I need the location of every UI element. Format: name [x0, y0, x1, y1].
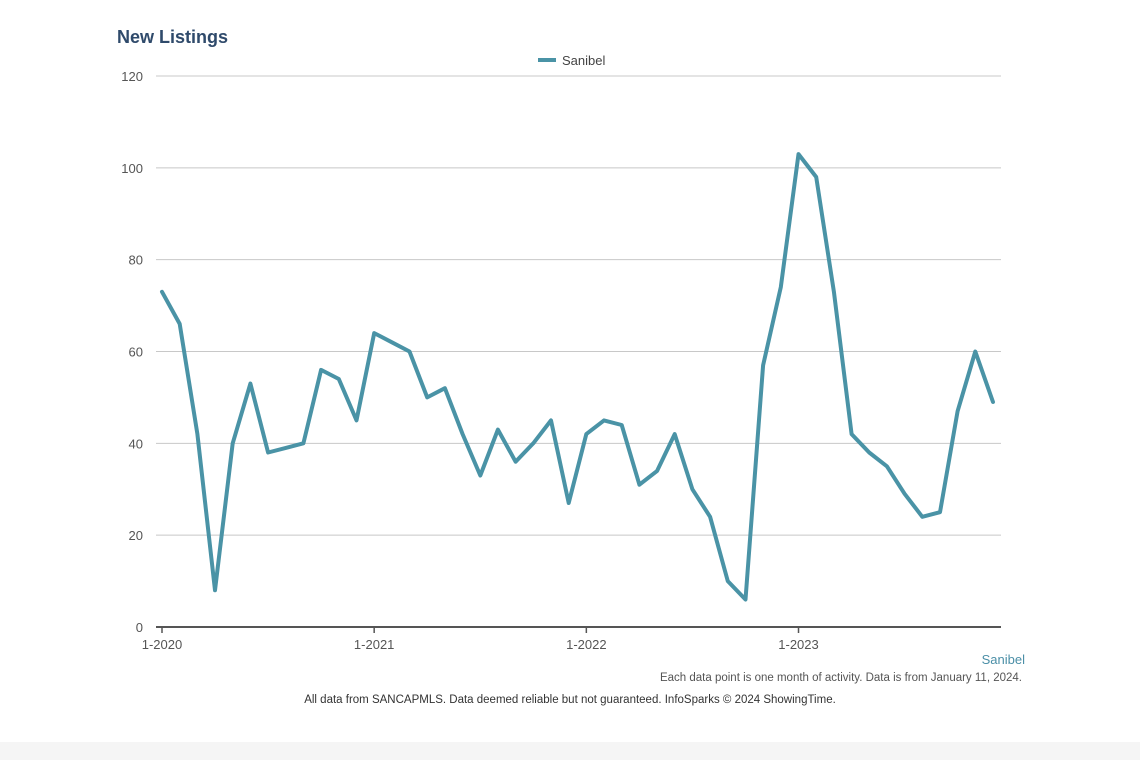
x-axis-labels: 1-2020 1-2021 1-2022 1-2023 — [142, 637, 819, 652]
grid-lines — [156, 75, 1001, 536]
y-tick-label: 80 — [129, 253, 143, 268]
x-axis — [156, 626, 1001, 633]
x-tick-label: 1-2021 — [354, 637, 394, 652]
bottom-band — [0, 742, 1140, 760]
footer-disclaimer: All data from SANCAPMLS. Data deemed rel… — [304, 694, 836, 706]
series-group — [160, 152, 995, 602]
legend-label: Sanibel — [562, 53, 605, 68]
data-note: Each data point is one month of activity… — [659, 672, 1022, 684]
x-tick-label: 1-2020 — [142, 637, 182, 652]
series-line-sanibel — [160, 152, 995, 602]
y-tick-label: 20 — [129, 528, 143, 543]
y-tick-label: 40 — [129, 436, 143, 451]
x-tick-label: 1-2023 — [778, 637, 818, 652]
series-corner-label: Sanibel — [981, 652, 1025, 667]
page-title: New Listings — [117, 27, 229, 47]
legend: Sanibel — [538, 53, 605, 68]
x-tick-label: 1-2022 — [566, 637, 606, 652]
y-tick-label: 120 — [121, 69, 143, 84]
y-tick-label: 60 — [129, 345, 143, 360]
y-tick-label: 0 — [136, 620, 143, 635]
y-tick-label: 100 — [121, 161, 143, 176]
y-axis-labels: 0 20 40 60 80 100 120 — [121, 69, 143, 635]
